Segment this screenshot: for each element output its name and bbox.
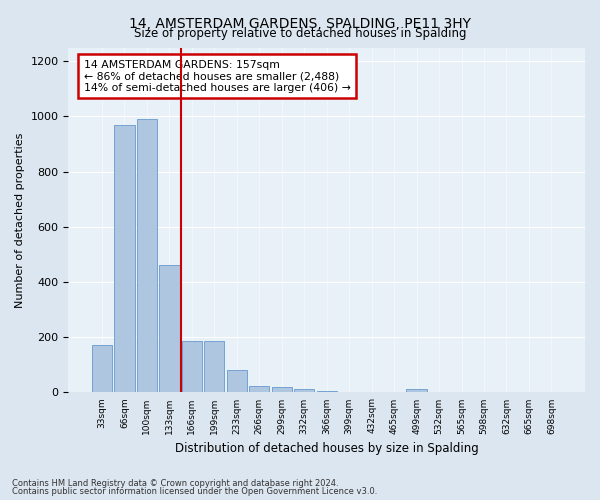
Text: 14 AMSTERDAM GARDENS: 157sqm
← 86% of detached houses are smaller (2,488)
14% of: 14 AMSTERDAM GARDENS: 157sqm ← 86% of de… bbox=[84, 60, 351, 93]
Bar bbox=[272, 387, 292, 392]
Bar bbox=[115, 126, 134, 392]
Bar bbox=[92, 345, 112, 393]
Y-axis label: Number of detached properties: Number of detached properties bbox=[15, 132, 25, 308]
Bar bbox=[159, 265, 179, 392]
Text: Contains public sector information licensed under the Open Government Licence v3: Contains public sector information licen… bbox=[12, 487, 377, 496]
Bar bbox=[204, 340, 224, 392]
Bar bbox=[317, 391, 337, 392]
Bar bbox=[227, 370, 247, 392]
Text: Contains HM Land Registry data © Crown copyright and database right 2024.: Contains HM Land Registry data © Crown c… bbox=[12, 479, 338, 488]
Bar bbox=[249, 386, 269, 392]
Bar bbox=[294, 389, 314, 392]
Bar bbox=[182, 340, 202, 392]
Text: Size of property relative to detached houses in Spalding: Size of property relative to detached ho… bbox=[134, 28, 466, 40]
X-axis label: Distribution of detached houses by size in Spalding: Distribution of detached houses by size … bbox=[175, 442, 479, 455]
Bar bbox=[137, 119, 157, 392]
Text: 14, AMSTERDAM GARDENS, SPALDING, PE11 3HY: 14, AMSTERDAM GARDENS, SPALDING, PE11 3H… bbox=[129, 18, 471, 32]
Bar bbox=[406, 388, 427, 392]
